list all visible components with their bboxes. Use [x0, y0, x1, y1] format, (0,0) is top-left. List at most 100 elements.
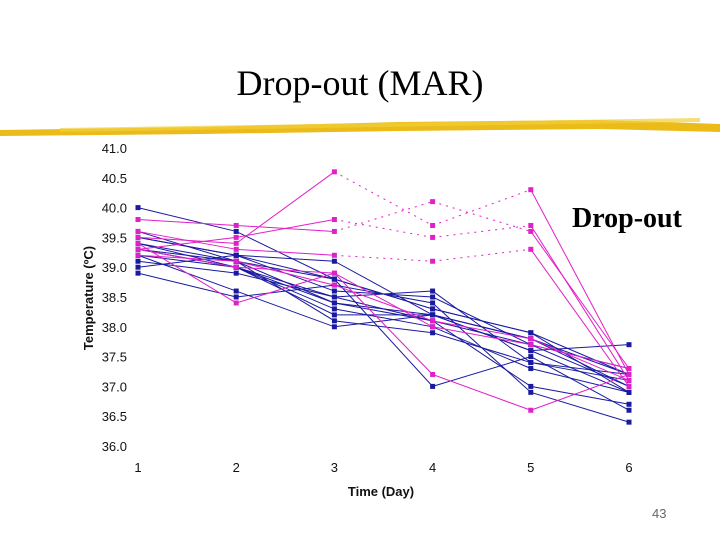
y-tick-label: 41.0 [102, 141, 127, 156]
data-point [430, 312, 436, 318]
data-point [430, 371, 436, 377]
data-point [331, 294, 337, 300]
data-point [528, 348, 534, 354]
data-point [331, 282, 337, 288]
series-segment [235, 171, 335, 244]
series-segment [530, 344, 630, 370]
x-tick-label: 1 [134, 460, 141, 475]
series-subject-21 [135, 252, 632, 383]
y-tick-label: 37.5 [102, 350, 127, 365]
x-axis-ticks: 1 2 3 4 5 6 [134, 460, 632, 475]
y-axis-ticks: 41.0 40.5 40.0 39.5 39.0 38.5 38.0 37.5 37.0 36.5… [102, 141, 127, 454]
series-segment [236, 260, 335, 286]
data-point [528, 187, 534, 193]
x-tick-label: 2 [233, 460, 240, 475]
data-point [233, 222, 239, 228]
data-point [528, 383, 534, 389]
data-point [626, 383, 632, 389]
data-point [430, 234, 436, 240]
series-line [137, 230, 630, 381]
data-point [528, 246, 534, 252]
series-segment [137, 254, 237, 262]
series-segment [137, 219, 237, 226]
y-tick-label: 37.0 [102, 379, 127, 394]
data-point [626, 419, 632, 425]
y-tick-label: 40.0 [102, 201, 127, 216]
series-segment [530, 231, 630, 369]
data-point [528, 366, 534, 372]
data-point [430, 258, 436, 264]
series-segment [137, 236, 237, 250]
series-segment [334, 201, 433, 232]
data-point [331, 306, 337, 312]
series-segment [334, 254, 433, 262]
series-segment [432, 320, 531, 340]
data-point [331, 217, 337, 223]
data-point [528, 407, 534, 413]
data-point [528, 228, 534, 234]
data-point [626, 366, 632, 372]
data-point [233, 258, 239, 264]
data-point [528, 330, 534, 336]
data-point [430, 288, 436, 294]
data-point [331, 228, 337, 234]
dropout-annotation: Drop-out [572, 203, 682, 234]
series-line [137, 254, 630, 352]
data-point [135, 270, 141, 276]
data-point [135, 234, 141, 240]
data-point [430, 324, 436, 330]
data-point [430, 199, 436, 205]
data-point [135, 258, 141, 264]
plot-area [135, 169, 632, 425]
series-segment [334, 219, 433, 238]
data-point [331, 169, 337, 175]
data-point [430, 383, 436, 389]
data-point [331, 312, 337, 318]
data-point [331, 324, 337, 330]
x-tick-label: 4 [429, 460, 436, 475]
data-point [528, 360, 534, 366]
data-point [430, 294, 436, 300]
y-tick-label: 38.0 [102, 320, 127, 335]
data-point [430, 330, 436, 336]
y-axis-title: Temperature (ºC) [81, 246, 96, 350]
y-tick-label: 40.5 [102, 171, 127, 186]
data-point [528, 336, 534, 342]
data-point [135, 228, 141, 234]
data-point [430, 222, 436, 228]
data-point [233, 300, 239, 306]
series-subject-16 [135, 169, 632, 377]
series-segment [236, 272, 335, 304]
y-tick-label: 39.5 [102, 230, 127, 245]
series-segment [432, 224, 531, 238]
data-point [135, 240, 141, 246]
data-point [626, 371, 632, 377]
data-point [331, 252, 337, 258]
series-segment [137, 242, 237, 304]
data-point [135, 246, 141, 252]
series-segment [530, 249, 630, 387]
series-segment [236, 266, 335, 274]
data-point [331, 300, 337, 306]
series-segment [530, 225, 630, 381]
data-point [331, 318, 337, 324]
page-number: 43 [652, 506, 667, 521]
series-line [137, 254, 630, 393]
data-point [135, 217, 141, 223]
data-point [135, 252, 141, 258]
series-subject-20 [135, 246, 632, 372]
series-subject-18 [135, 228, 632, 389]
y-tick-label: 36.0 [102, 439, 127, 454]
data-point [430, 318, 436, 324]
data-point [233, 246, 239, 252]
data-point [528, 222, 534, 228]
data-point [233, 264, 239, 270]
series-segment [432, 201, 531, 232]
series-segment [334, 272, 433, 375]
data-point [331, 288, 337, 294]
data-point [528, 354, 534, 360]
data-point [626, 401, 632, 407]
data-point [331, 270, 337, 276]
data-point [233, 228, 239, 234]
